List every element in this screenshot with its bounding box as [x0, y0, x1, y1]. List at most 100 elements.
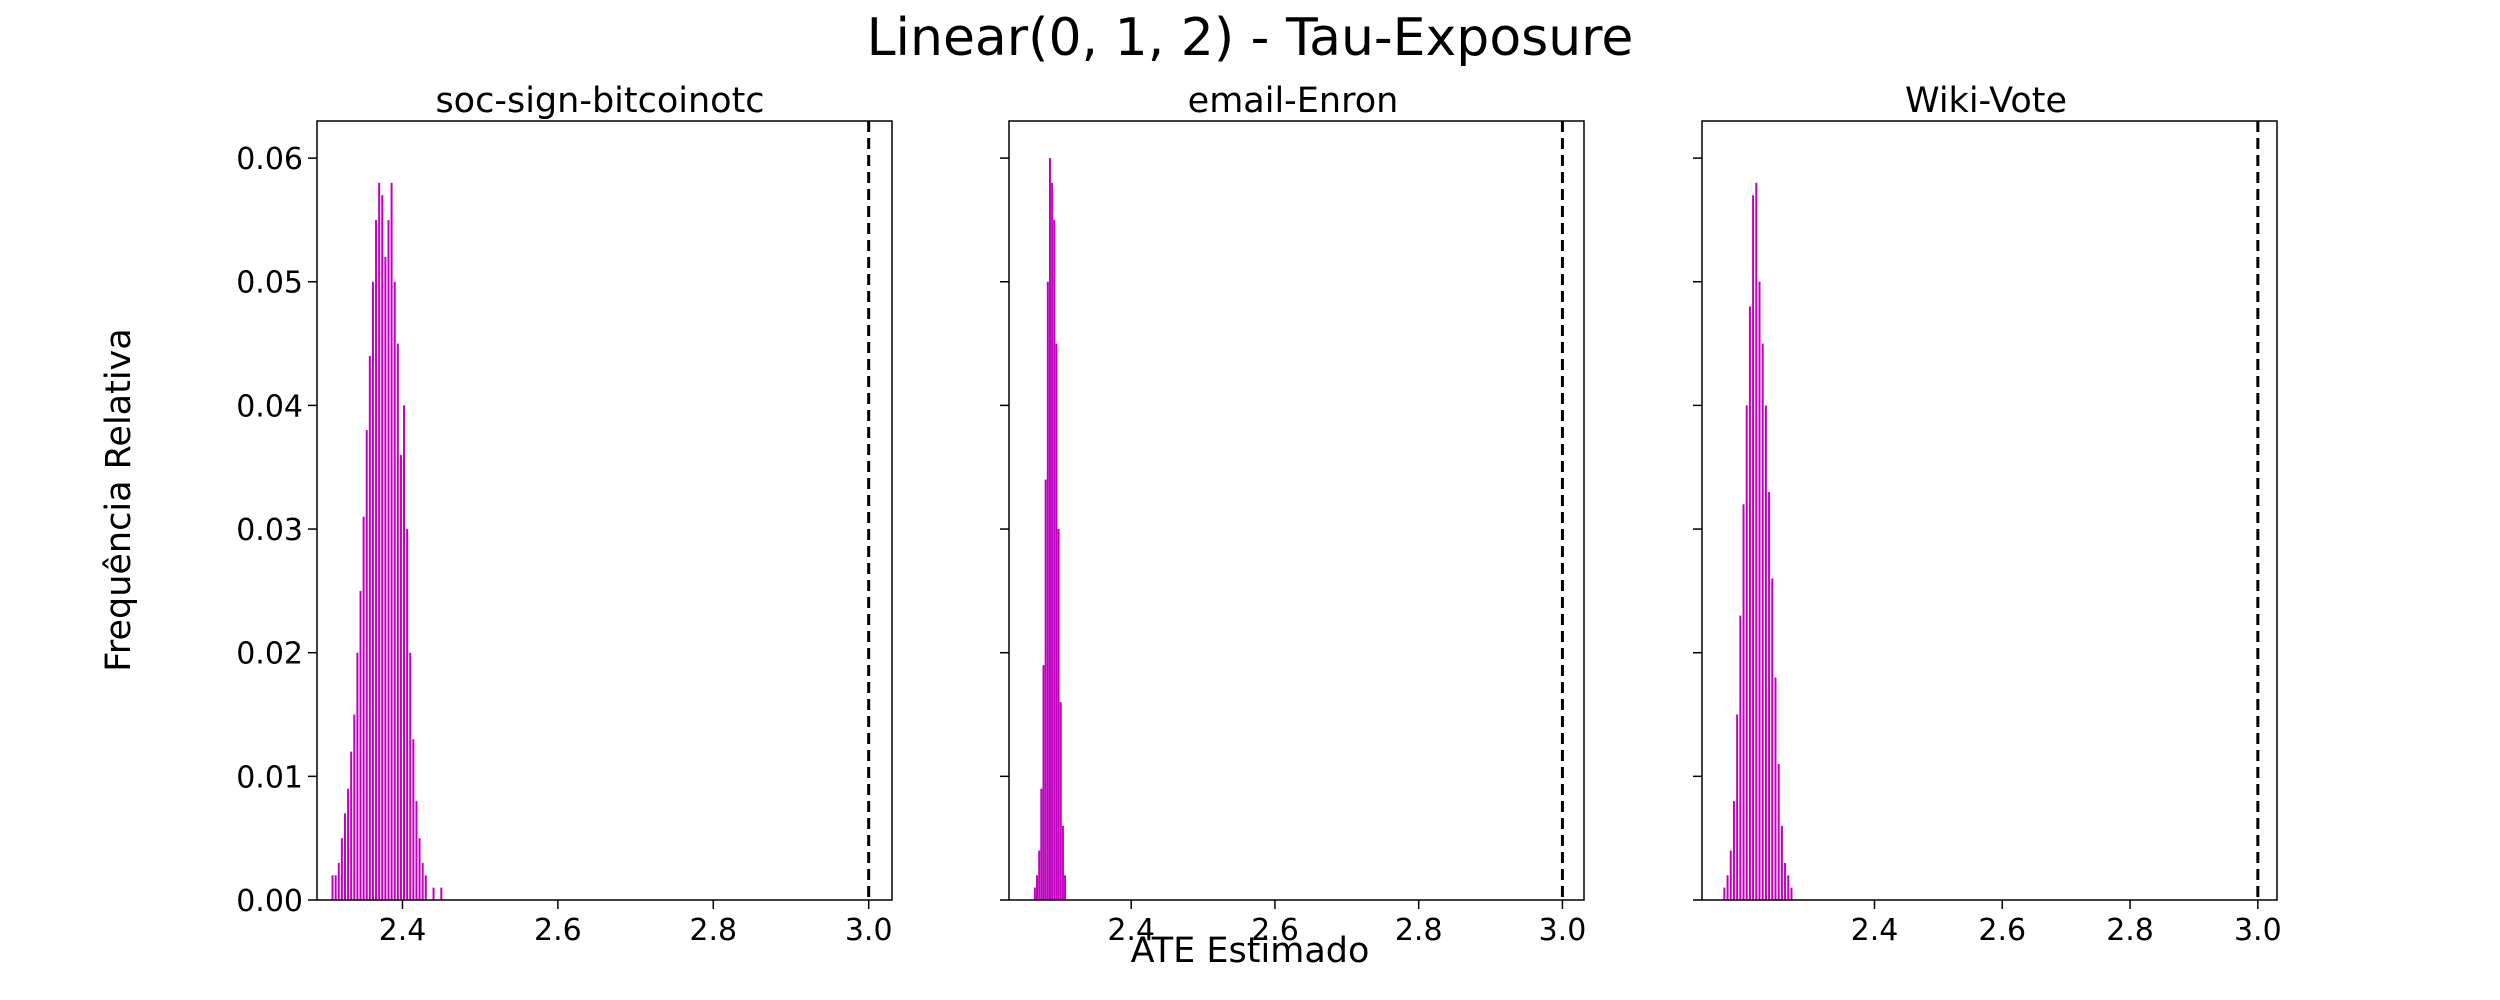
panel-soc-sign-bitcoinotc: soc-sign-bitcoinotc 2.4 2.6 2.8 3.0 0.00 0.01…: [236, 81, 893, 948]
histogram-bar: [1046, 281, 1049, 900]
histogram-bar: [1755, 182, 1758, 900]
histogram-bar: [432, 887, 435, 900]
x-tick-label: 2.8: [689, 913, 737, 948]
y-tick-label: 0.01: [236, 760, 303, 795]
histogram-bar: [1057, 529, 1060, 900]
y-tick-label: 0.02: [236, 637, 303, 672]
x-tick-label: 3.0: [2234, 913, 2282, 948]
histogram-bar: [340, 838, 343, 900]
x-tick-label: 2.4: [379, 913, 427, 948]
histogram-bar: [359, 590, 362, 900]
y-tick-label: 0.03: [236, 513, 303, 548]
histogram-bar: [350, 751, 353, 900]
x-tick-label: 2.4: [1107, 913, 1155, 948]
histogram-bar: [1723, 887, 1726, 900]
x-tick-label: 3.0: [1539, 913, 1587, 948]
panel-title-wiki-vote: Wiki-Vote: [1905, 81, 2067, 121]
panel-wiki-vote: Wiki-Vote 2.4 2.6 2.8 3.0: [1693, 81, 2282, 948]
figure-title: Linear(0, 1, 2) - Tau-Exposure: [867, 8, 1634, 68]
histogram-bar: [356, 652, 359, 900]
histogram-bar: [1061, 825, 1064, 900]
histogram-bar: [1768, 491, 1771, 900]
histogram-bar: [362, 516, 365, 900]
histogram-bar: [1732, 801, 1735, 900]
histogram-bar: [1787, 875, 1790, 900]
histogram-bar: [331, 875, 334, 900]
x-tick-label: 2.6: [534, 913, 582, 948]
histogram-bar: [393, 281, 396, 900]
histogram-bar: [421, 862, 424, 900]
histogram-bar: [1748, 306, 1751, 901]
x-axis-label: ATE Estimado: [1131, 931, 1370, 971]
x-tick-label: 2.6: [1978, 913, 2026, 948]
histogram-bar: [1761, 343, 1764, 900]
histogram-bar: [1040, 788, 1043, 900]
histogram-bar: [1033, 887, 1036, 900]
axes-frame: [1008, 120, 1585, 901]
histogram-bar: [1784, 862, 1787, 900]
x-tick-label: 3.0: [845, 913, 893, 948]
panel-title-email-enron: email-Enron: [1188, 81, 1399, 121]
histogram-bar: [406, 529, 409, 900]
histogram-bar: [403, 405, 406, 900]
histogram-bar: [396, 343, 399, 900]
histogram-bar: [1774, 677, 1777, 900]
histogram-bar: [371, 281, 374, 900]
histogram-bar: [343, 813, 346, 900]
histogram-bar: [353, 714, 356, 900]
histogram-bar: [334, 875, 337, 900]
histogram-bar: [1736, 714, 1739, 900]
histogram-bar: [1042, 665, 1045, 900]
histogram-bar: [1048, 158, 1051, 901]
histogram-bar: [1726, 875, 1729, 900]
y-tick-label: 0.00: [236, 884, 303, 919]
histogram-bar: [1038, 850, 1041, 900]
histogram-bar: [418, 838, 421, 900]
x-tick-label: 2.8: [2106, 913, 2154, 948]
histogram-bar: [409, 652, 412, 900]
y-tick-label: 0.05: [236, 266, 303, 301]
panel-title-soc-sign-bitcoinotc: soc-sign-bitcoinotc: [435, 81, 764, 121]
histogram-bar: [1790, 887, 1793, 900]
x-tick-label: 2.6: [1251, 913, 1299, 948]
histogram-bar: [378, 182, 381, 900]
histogram-bar: [1729, 850, 1732, 900]
histogram-bar: [337, 862, 340, 900]
histogram-bar: [375, 219, 378, 901]
y-tick-label: 0.06: [236, 142, 303, 177]
histogram-bar: [1780, 825, 1783, 900]
histogram-bar: [347, 788, 350, 900]
histogram-bar: [381, 195, 384, 900]
histogram-bar: [424, 875, 427, 900]
histogram-bar: [1051, 182, 1054, 900]
histogram-bar: [1742, 504, 1745, 900]
histogram-bar: [384, 257, 387, 900]
histogram-bar: [412, 739, 415, 900]
histogram-bar: [1064, 875, 1067, 900]
histogram-bar: [1044, 479, 1047, 900]
histogram-bar: [1059, 702, 1062, 900]
histogram-bar: [415, 801, 418, 900]
y-axis-label: Frequência Relativa: [99, 328, 139, 671]
histogram-bar: [1036, 875, 1039, 900]
axes-frame: [316, 120, 893, 901]
histogram-bar: [1752, 195, 1755, 900]
histogram-bar: [1745, 405, 1748, 900]
histogram-bar: [1758, 281, 1761, 900]
histogram-bar: [1739, 615, 1742, 900]
histogram-bar: [390, 182, 393, 900]
histogram-bar: [365, 430, 368, 900]
histogram-bar: [387, 219, 390, 901]
histogram-bar: [1053, 219, 1056, 901]
histogram-bar: [1771, 578, 1774, 900]
histogram-bar: [368, 355, 371, 900]
axes-frame: [1701, 120, 2278, 901]
histogram-bar: [1055, 343, 1058, 900]
x-tick-label: 2.4: [1851, 913, 1899, 948]
x-tick-label: 2.8: [1395, 913, 1443, 948]
histogram-bar: [440, 887, 443, 900]
y-tick-label: 0.04: [236, 389, 303, 424]
histogram-bar: [1764, 405, 1767, 900]
histogram-bar: [399, 454, 402, 900]
